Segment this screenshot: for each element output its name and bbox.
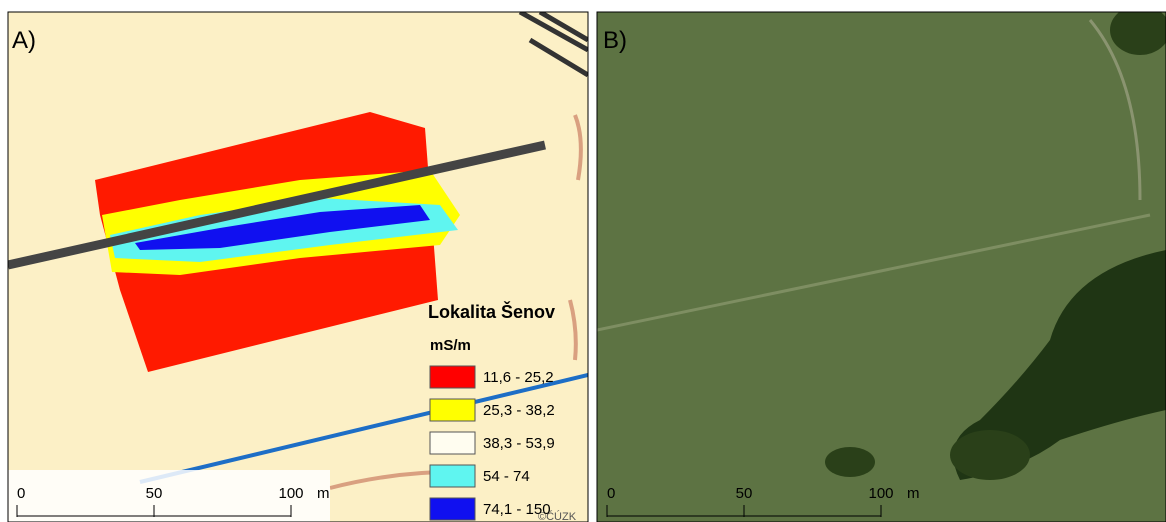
legend-swatch bbox=[430, 432, 475, 454]
legend-swatch bbox=[430, 399, 475, 421]
legend-swatch bbox=[430, 366, 475, 388]
scale-label: 100 bbox=[868, 485, 893, 502]
scale-label: 100 bbox=[278, 485, 303, 502]
map-b bbox=[597, 5, 1166, 522]
scale-unit: m bbox=[317, 485, 330, 502]
legend-label: 38,3 - 53,9 bbox=[483, 435, 555, 452]
scale-unit: m bbox=[907, 485, 920, 502]
scale-label: 0 bbox=[17, 485, 25, 502]
panel-label: B) bbox=[603, 27, 627, 54]
trees bbox=[950, 430, 1030, 480]
legend-label: 25,3 - 38,2 bbox=[483, 402, 555, 419]
scale-label: 50 bbox=[736, 485, 753, 502]
trees bbox=[825, 447, 875, 477]
legend-swatch bbox=[430, 498, 475, 520]
scale-label: 50 bbox=[146, 485, 163, 502]
legend-label: 11,6 - 25,2 bbox=[483, 369, 554, 386]
legend-title: Lokalita Šenov bbox=[428, 301, 555, 322]
aerial bbox=[597, 12, 1166, 522]
panel-label: A) bbox=[12, 27, 36, 54]
figure: A) B) Lokalita Šenov mS/m ©ČÚZK 11,6 - 2… bbox=[0, 0, 1166, 522]
legend-label: 54 - 74 bbox=[483, 468, 530, 485]
legend-label: 74,1 - 150 bbox=[483, 501, 551, 518]
legend-unit: mS/m bbox=[430, 337, 471, 354]
page: A) B) Lokalita Šenov mS/m ©ČÚZK 11,6 - 2… bbox=[0, 0, 1166, 522]
legend-swatch bbox=[430, 465, 475, 487]
scale-label: 0 bbox=[607, 485, 615, 502]
